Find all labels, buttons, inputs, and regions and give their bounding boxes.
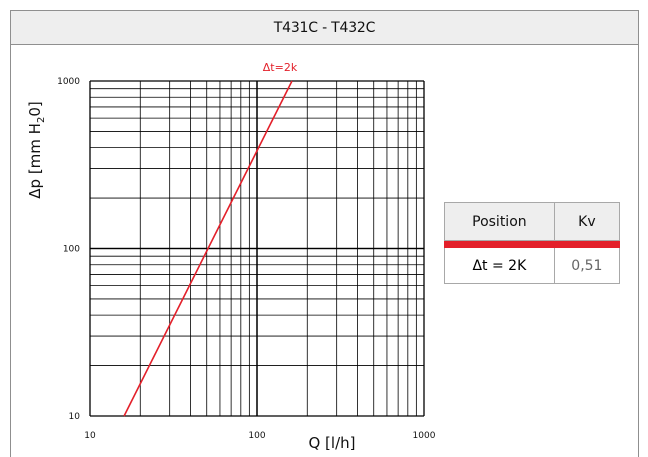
series-line — [123, 80, 293, 417]
x-tick-label: 1000 — [413, 431, 436, 441]
y-tick-label: 100 — [63, 245, 80, 255]
table-header-kv: Kv — [553, 202, 621, 241]
table-row: Δt = 2K 0,51 — [444, 247, 621, 284]
x-tick-label: 10 — [84, 431, 96, 441]
x-axis-label: Q [l/h] — [308, 434, 355, 452]
table-header-position: Position — [444, 202, 555, 241]
chart-grid — [89, 80, 425, 417]
y-tick-label: 10 — [69, 412, 81, 422]
y-axis-label: Δp [mm H20] — [26, 101, 47, 198]
kv-table: Position Kv Δt = 2K 0,51 — [444, 202, 621, 284]
table-cell-kv: 0,51 — [553, 247, 621, 284]
series-label: Δt=2k — [263, 61, 298, 74]
y-tick-label: 1000 — [57, 77, 80, 87]
table-accent-bar — [444, 240, 620, 248]
table-cell-position: Δt = 2K — [444, 247, 555, 284]
x-tick-label: 100 — [248, 431, 265, 441]
chart-title: T431C - T432C — [11, 11, 638, 45]
